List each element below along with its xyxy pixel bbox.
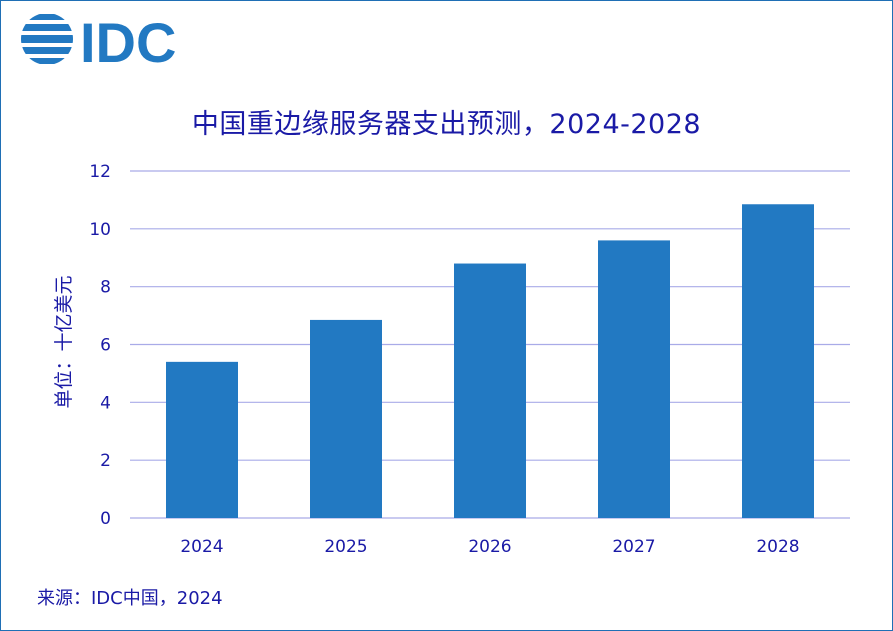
- globe-icon: [21, 14, 73, 64]
- x-tick-label: 2027: [612, 537, 655, 557]
- y-tick-label: 4: [100, 393, 111, 413]
- bar-2028: [742, 204, 814, 519]
- y-tick-label: 8: [100, 278, 111, 298]
- logo-text: IDC: [80, 12, 176, 70]
- bars: [166, 204, 814, 519]
- x-tick-label: 2026: [468, 537, 511, 557]
- y-axis-label: 单位：十亿美元: [53, 275, 75, 408]
- bar-2027: [598, 240, 670, 518]
- bar-2025: [310, 319, 382, 518]
- y-tick-label: 2: [100, 451, 111, 471]
- idc-logo: IDC: [21, 12, 176, 70]
- x-tick-label: 2024: [180, 537, 223, 557]
- y-tick-label: 0: [100, 509, 111, 529]
- x-tick-label: 2025: [324, 537, 367, 557]
- y-tick-label: 10: [89, 220, 111, 240]
- y-tick-label: 6: [100, 336, 111, 356]
- bar-2026: [454, 263, 526, 518]
- y-tick-label: 12: [89, 162, 111, 182]
- bar-2024: [166, 361, 238, 518]
- x-axis-ticks: 2024 2025 2026 2027 2028: [180, 537, 799, 557]
- y-axis-ticks: 0 2 4 6 8 10 12: [89, 162, 111, 529]
- chart-title: 中国重边缘服务器支出预测，2024-2028: [191, 109, 702, 140]
- source-note: 来源：IDC中国，2024: [37, 588, 223, 609]
- x-tick-label: 2028: [756, 537, 799, 557]
